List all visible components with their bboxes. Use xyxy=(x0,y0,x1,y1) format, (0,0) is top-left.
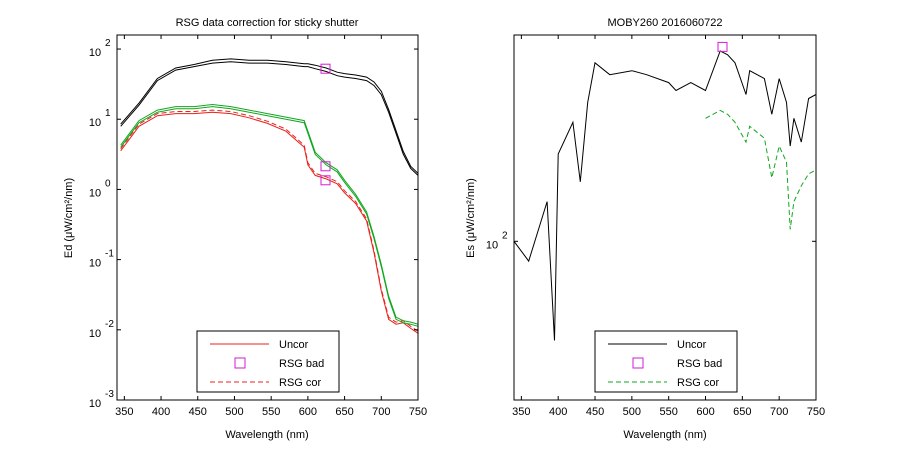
legend-label: RSG bad xyxy=(279,358,324,370)
legend-label: Uncor xyxy=(279,339,309,351)
series-line-black-pair-a xyxy=(120,61,419,176)
legend-marker-rsg-bad xyxy=(632,357,644,369)
left-y-axis-label: Ed (μW/cm²/nm) xyxy=(63,178,75,258)
right-legend: Uncor RSG bad RSG cor xyxy=(594,330,738,393)
y-tick-label-base: 10 xyxy=(486,239,498,251)
y-tick-label-exponent: 1 xyxy=(105,108,111,119)
rsg-bad-marker xyxy=(717,41,728,52)
y-tick-label-exponent: 2 xyxy=(502,230,508,241)
x-tick-label: 400 xyxy=(549,406,567,418)
x-tick-label: 400 xyxy=(152,406,170,418)
legend-label: RSG cor xyxy=(677,377,720,389)
right-axis-ticks: 350 400 450 500 550 600 650 700 750 10 2 xyxy=(486,35,825,418)
left-chart-title: RSG data correction for sticky shutter xyxy=(176,17,359,29)
y-tick-label-exponent: 0 xyxy=(105,178,111,189)
y-tick-label-exponent: -1 xyxy=(105,249,114,260)
x-tick-label: 450 xyxy=(189,406,207,418)
y-tick-label-base: 10 xyxy=(89,258,101,270)
x-tick-label: 700 xyxy=(770,406,788,418)
right-chart-title: MOBY260 2016060722 xyxy=(608,17,723,29)
left-axis-ticks: 350 400 450 500 550 600 650 700 750 10 2 10 1 10 0 10 -1… xyxy=(89,35,427,418)
right-y-axis-label: Es (μW/cm²/nm) xyxy=(465,178,477,258)
right-x-axis-label: Wavelength (nm) xyxy=(623,429,706,441)
x-tick-label: 600 xyxy=(696,406,714,418)
right-chart: MOBY260 2016060722 350 400 450 500 550 600 650… xyxy=(465,17,825,441)
x-tick-label: 500 xyxy=(623,406,641,418)
y-tick-label-base: 10 xyxy=(89,117,101,129)
x-tick-label: 350 xyxy=(512,406,530,418)
x-tick-label: 550 xyxy=(262,406,280,418)
y-tick-label-base: 10 xyxy=(89,47,101,59)
x-tick-label: 450 xyxy=(586,406,604,418)
series-line-uncor xyxy=(513,50,817,341)
legend-label: Uncor xyxy=(677,339,707,351)
legend-marker-rsg-bad xyxy=(234,357,246,369)
right-axes-frame xyxy=(513,34,817,401)
y-tick-label-base: 10 xyxy=(89,187,101,199)
left-x-axis-label: Wavelength (nm) xyxy=(225,429,308,441)
x-tick-label: 600 xyxy=(299,406,317,418)
rsg-bad-marker xyxy=(320,161,331,172)
x-tick-label: 500 xyxy=(225,406,243,418)
left-chart: RSG data correction for sticky shutter 3… xyxy=(63,17,427,441)
y-tick-label-base: 10 xyxy=(89,328,101,340)
series-line-green-pair-b xyxy=(120,103,419,325)
x-tick-label: 700 xyxy=(372,406,390,418)
x-tick-label: 350 xyxy=(115,406,133,418)
right-plot-area xyxy=(513,41,817,341)
y-tick-label-base: 10 xyxy=(89,398,101,410)
rsg-bad-marker xyxy=(320,63,331,74)
x-tick-label: 650 xyxy=(733,406,751,418)
series-line-uncor xyxy=(120,111,419,334)
series-line-green-pair-a xyxy=(120,106,419,327)
left-axes-frame xyxy=(116,34,419,401)
y-tick-label-exponent: -2 xyxy=(105,319,114,330)
rsg-bad-marker xyxy=(320,175,331,186)
legend-label: RSG cor xyxy=(279,377,322,389)
x-tick-label: 750 xyxy=(409,406,427,418)
series-line-rsg-cor xyxy=(705,109,817,230)
x-tick-label: 650 xyxy=(335,406,353,418)
x-tick-label: 550 xyxy=(660,406,678,418)
left-plot-area xyxy=(120,58,419,334)
left-legend: Uncor RSG bad RSG cor xyxy=(196,330,340,393)
x-tick-label: 750 xyxy=(807,406,825,418)
series-line-rsg-cor xyxy=(120,109,419,332)
legend-label: RSG bad xyxy=(677,358,722,370)
y-tick-label-exponent: 2 xyxy=(105,38,111,49)
y-tick-label-exponent: -3 xyxy=(105,389,114,400)
series-line-black-pair-b xyxy=(120,58,419,174)
